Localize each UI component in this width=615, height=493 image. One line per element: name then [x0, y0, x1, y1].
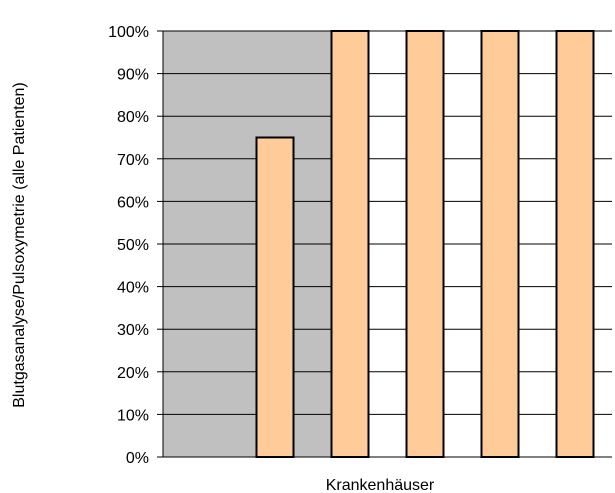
y-tick-label: 10% [117, 407, 149, 424]
bar [480, 30, 520, 458]
y-tick-label: 40% [117, 280, 149, 297]
y-tick-labels: 0% 10% 20% 30% 40% 50% 60% 70% 80% 90% 100% [108, 24, 149, 467]
y-tick-label: 50% [117, 237, 149, 254]
y-tick-label: 70% [117, 152, 149, 169]
bars [255, 30, 595, 458]
y-axis-title: Blutgasanalyse/Pulsoxymetrie (alle Patie… [11, 82, 28, 408]
y-tick-label: 20% [117, 365, 149, 382]
x-axis-title: Krankenhäuser [326, 477, 435, 493]
y-tick-label: 100% [108, 24, 149, 41]
y-tick-label: 30% [117, 322, 149, 339]
y-tick-label: 0% [126, 450, 149, 467]
bar [255, 136, 295, 458]
bar [330, 30, 370, 458]
axes [162, 31, 612, 458]
y-tick-label: 90% [117, 67, 149, 84]
y-tick-label: 80% [117, 109, 149, 126]
gridlines [157, 30, 612, 458]
bar [555, 30, 595, 458]
bar [405, 30, 445, 458]
y-tick-label: 60% [117, 194, 149, 211]
